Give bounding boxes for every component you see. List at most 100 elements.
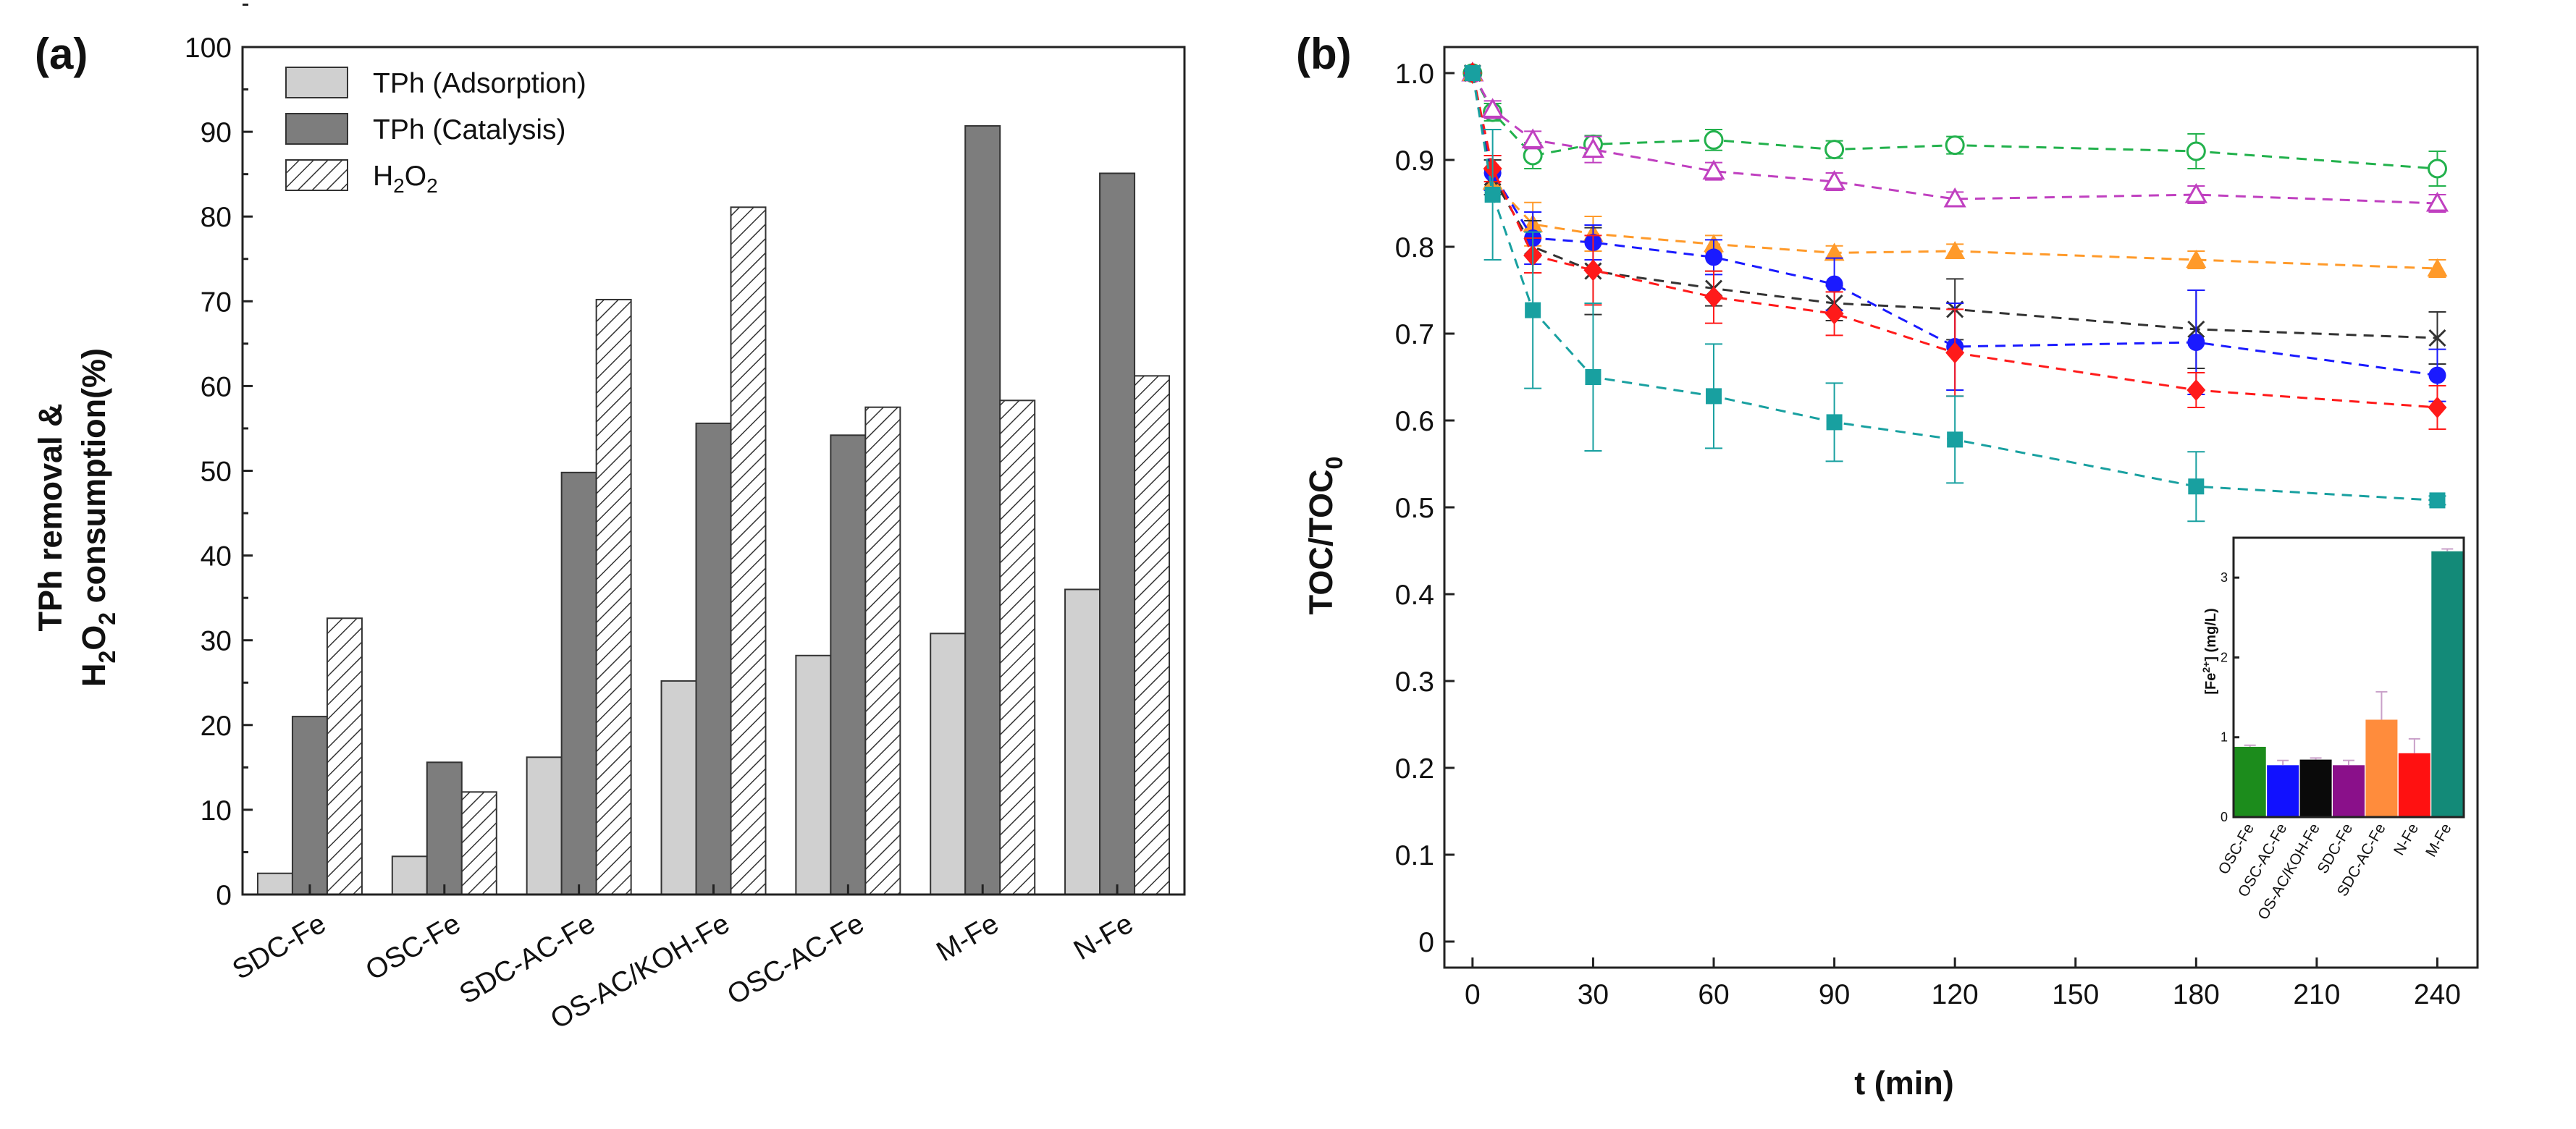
inset-bar-os-ac-koh-fe bbox=[2299, 759, 2332, 817]
inset-x-axis: OSC-FeOSC-AC-FeOS-AC/KOH-FeSDC-FeSDC-AC-… bbox=[2215, 821, 2455, 923]
panel-b-label: (b) bbox=[1296, 30, 1352, 78]
a-ytick-label: 50 bbox=[201, 457, 232, 488]
bar-sdc-fe-2 bbox=[326, 617, 363, 896]
panel-a-plot-frame bbox=[241, 46, 1186, 896]
point-green-open-circle bbox=[1523, 145, 1543, 166]
point-magenta-open-triangle bbox=[1521, 128, 1544, 148]
line-red-diamond bbox=[1471, 72, 2438, 409]
point-green-open-circle bbox=[1945, 135, 1965, 156]
a-ytick-label: 20 bbox=[201, 711, 232, 742]
a-ytick-label: 100 bbox=[185, 33, 232, 64]
b-ytick-label: 0.4 bbox=[1395, 580, 1434, 611]
inset-chart: [Fe2+] (mg/L) 0 1 2 3 OSC-FeOSC-AC-FeOS-AC/… bbox=[2200, 528, 2469, 923]
point-green-open-circle bbox=[1824, 140, 1845, 160]
point-teal-square bbox=[2188, 478, 2205, 495]
bar-n-fe-2 bbox=[1134, 375, 1171, 895]
bar-os-ac-koh-fe-2 bbox=[730, 206, 767, 896]
point-magenta-open-triangle bbox=[2184, 182, 2207, 203]
a-ytick-label: 60 bbox=[201, 371, 232, 402]
b-ytick-label: 0.3 bbox=[1395, 667, 1434, 698]
point-teal-square bbox=[1464, 65, 1481, 81]
line-orange-triangle bbox=[1471, 72, 2438, 270]
inset-plot-frame bbox=[2232, 536, 2465, 819]
b-xtick-label: 150 bbox=[2052, 979, 2099, 1010]
bar-osc-ac-fe-2 bbox=[864, 406, 901, 895]
inset-ylabel: [Fe2+] (mg/L) bbox=[2200, 608, 2219, 694]
inset-bar-m-fe bbox=[2431, 551, 2464, 817]
point-blue-circle bbox=[1705, 248, 1723, 266]
legend-label-catalysis: TPh (Catalysis) bbox=[373, 114, 566, 145]
line-magenta-open-triangle bbox=[1471, 72, 2438, 205]
bar-sdc-fe-1 bbox=[291, 716, 328, 896]
point-teal-square bbox=[1484, 187, 1501, 203]
bar-m-fe-2 bbox=[999, 399, 1036, 895]
a-ytick-label: 40 bbox=[201, 541, 232, 572]
b-ytick-label: 0.2 bbox=[1395, 753, 1434, 785]
point-red-diamond bbox=[1824, 303, 1844, 325]
point-magenta-open-triangle bbox=[1702, 159, 1725, 180]
legend-swatch-catalysis bbox=[285, 113, 348, 145]
inset-xtick-label: M-Fe bbox=[2423, 821, 2454, 860]
point-blue-circle bbox=[2428, 366, 2446, 384]
point-orange-triangle bbox=[1945, 241, 1966, 259]
b-ytick-label: 1.0 bbox=[1395, 59, 1434, 90]
panel-b-ylabel: TOC/TOC0 bbox=[1302, 457, 1347, 615]
panel-a: (a) TPh removal & H2O2 consumption(%) 0 1… bbox=[32, 3, 1186, 1035]
b-xtick-label: 0 bbox=[1465, 979, 1481, 1010]
inset-y-axis: 0 1 2 3 bbox=[2221, 570, 2239, 824]
point-orange-triangle bbox=[2186, 250, 2207, 268]
b-xtick-label: 210 bbox=[2293, 979, 2340, 1010]
bar-sdc-fe-0 bbox=[256, 872, 293, 895]
a-xtick-label: M-Fe bbox=[931, 908, 1003, 968]
inset-ytick-label: 0 bbox=[2221, 810, 2228, 824]
inset-bar-osc-ac-fe bbox=[2267, 765, 2299, 817]
a-xtick-label: N-Fe bbox=[1069, 908, 1139, 967]
legend-swatch-adsorption bbox=[285, 67, 348, 98]
inset-bar-n-fe bbox=[2398, 753, 2430, 817]
point-green-open-circle bbox=[2186, 141, 2206, 161]
point-magenta-open-triangle bbox=[1823, 169, 1846, 190]
a-ytick-label: 0 bbox=[216, 880, 232, 911]
bar-sdc-ac-fe-1 bbox=[560, 471, 597, 895]
b-ytick-label: 0.9 bbox=[1395, 145, 1434, 177]
bar-os-ac-koh-fe-0 bbox=[660, 680, 697, 896]
panel-a-x-axis: SDC-Fe OSC-FeSDC-AC-FeOS-AC/KOH-FeOSC-AC-… bbox=[227, 884, 1139, 1035]
inset-bar-sdc-ac-fe bbox=[2365, 719, 2398, 817]
a-ytick-label: 90 bbox=[201, 117, 232, 148]
panel-a-y-axis: 0 10 20 30 40 50 60 70 80 90 100 bbox=[185, 3, 253, 911]
inset-bars bbox=[2234, 548, 2464, 817]
panel-a-ylabel-line1: TPh removal & bbox=[32, 403, 69, 631]
a-xtick-label: OSC-Fe bbox=[361, 908, 466, 987]
point-green-open-circle bbox=[1704, 130, 1724, 150]
point-blue-circle bbox=[1825, 275, 1843, 293]
series-teal-square bbox=[1464, 65, 2446, 523]
panel-b-y-axis: 0 0.1 0.2 0.3 0.4 0.5 0.6 0.7 0.8 0.9 1.0 bbox=[1395, 59, 1455, 958]
panel-a-legend: TPh (Adsorption) TPh (Catalysis) H2O2 bbox=[285, 67, 586, 197]
bar-osc-fe-0 bbox=[391, 855, 428, 896]
a-xtick-label: SDC-Fe bbox=[227, 908, 331, 986]
inset-xtick-label: N-Fe bbox=[2391, 821, 2422, 858]
bar-os-ac-koh-fe-1 bbox=[695, 422, 732, 895]
panel-b-series bbox=[1461, 61, 2449, 523]
legend-label-h2o2: H2O2 bbox=[373, 161, 438, 197]
legend-swatch-h2o2 bbox=[285, 159, 348, 191]
inset-bar-osc-fe bbox=[2234, 746, 2266, 817]
a-ytick-label: 80 bbox=[201, 202, 232, 233]
b-ytick-label: 0 bbox=[1418, 927, 1434, 958]
inset-ytick-label: 1 bbox=[2221, 730, 2228, 745]
inset-ytick-label: 3 bbox=[2221, 570, 2228, 585]
inset-ytick-label: 2 bbox=[2221, 650, 2228, 664]
point-teal-square bbox=[2429, 492, 2446, 509]
point-teal-square bbox=[1947, 431, 1963, 448]
point-blue-circle bbox=[2187, 334, 2205, 351]
b-ytick-label: 0.7 bbox=[1395, 319, 1434, 350]
point-black-x bbox=[2428, 329, 2446, 347]
panel-b-x-axis: 0 30 60 90 120 150 180 210 240 bbox=[1465, 957, 2461, 1010]
bar-osc-fe-1 bbox=[426, 761, 463, 895]
a-ytick-label: 10 bbox=[201, 795, 232, 826]
panel-b: (b) TOC/TOC0 t (min) 0 0.1 0.2 0.3 0.4 0.5 0.6… bbox=[1296, 30, 2479, 1101]
b-xtick-label: 60 bbox=[1698, 979, 1729, 1010]
line-blue-circle bbox=[1471, 72, 2438, 377]
b-xtick-label: 120 bbox=[1932, 979, 1979, 1010]
point-orange-triangle bbox=[2427, 258, 2448, 276]
